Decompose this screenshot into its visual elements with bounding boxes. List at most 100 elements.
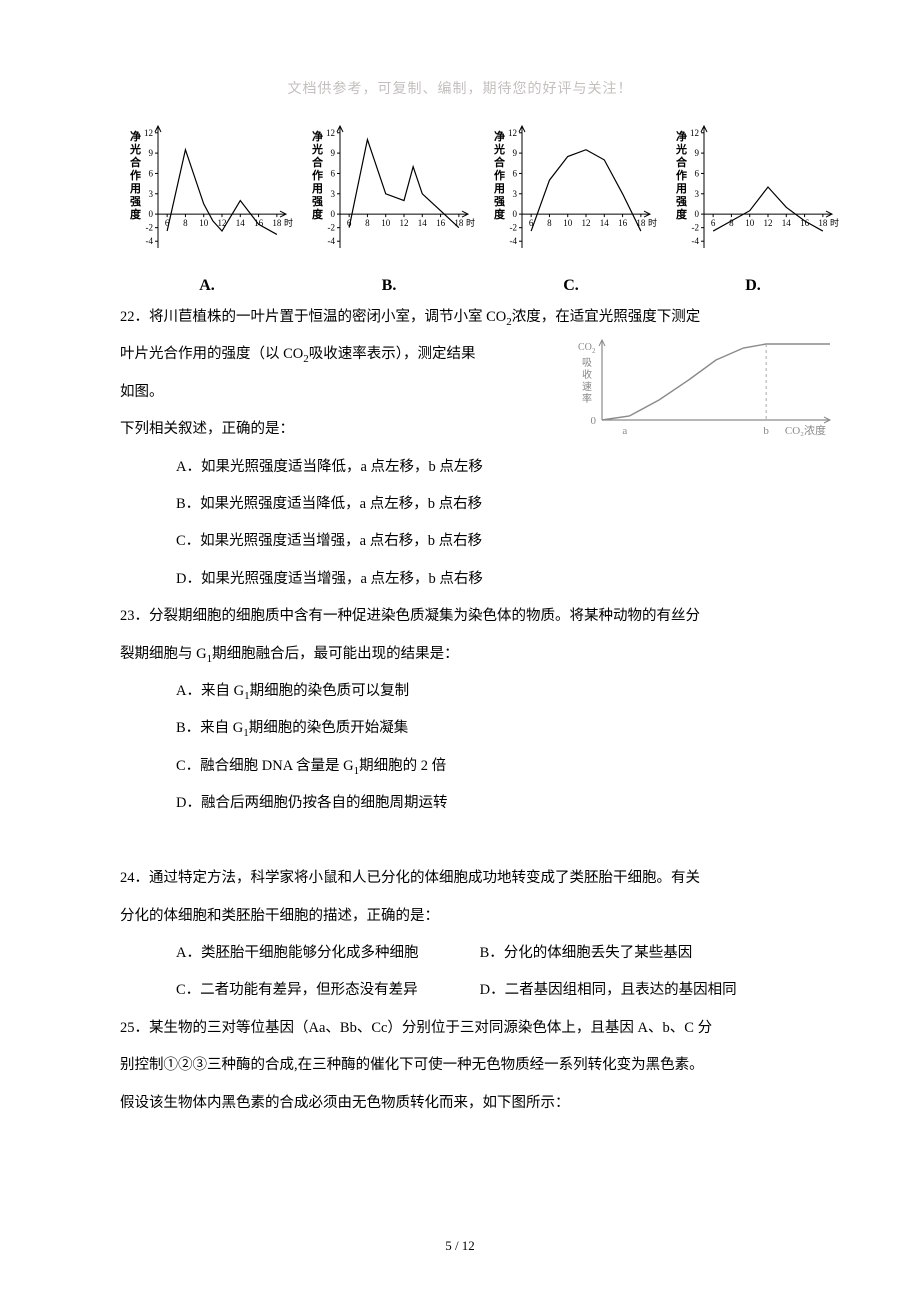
q23-stem-l2a: 裂期细胞与 G xyxy=(120,646,207,662)
svg-text:-4: -4 xyxy=(510,236,518,246)
q22-stem-l2b: 吸收速率表示），测定结果 xyxy=(309,346,476,362)
chart-b-svg: -4-2036912681012141618时净光合作用强度 xyxy=(302,118,476,268)
svg-text:度: 度 xyxy=(130,207,142,221)
q24-opt-a: A．类胚胎干细胞能够分化成多种细胞 xyxy=(176,935,476,972)
svg-text:14: 14 xyxy=(782,218,792,228)
svg-text:6: 6 xyxy=(513,168,518,178)
q24-row1: A．类胚胎干细胞能够分化成多种细胞 B．分化的体细胞丢失了某些基因 xyxy=(120,935,840,972)
svg-text:-2: -2 xyxy=(692,223,700,233)
svg-text:作: 作 xyxy=(130,168,141,182)
svg-text:12: 12 xyxy=(326,128,335,138)
q23-opt-b-a: B．来自 G xyxy=(176,720,243,736)
svg-text:度: 度 xyxy=(676,207,688,221)
svg-text:度: 度 xyxy=(494,207,506,221)
svg-text:用: 用 xyxy=(312,182,323,195)
chart-a-svg: -4-2036912681012141618时净光合作用强度 xyxy=(120,118,294,268)
svg-text:16: 16 xyxy=(436,218,446,228)
q24-opt-d: D．二者基因组相同，且表达的基因相同 xyxy=(480,982,737,998)
q22-float-chart: 0CO2吸收速率abCO₂浓度 xyxy=(560,332,840,457)
chart-b-label: B. xyxy=(302,277,476,295)
q23-opt-a-b: 期细胞的染色质可以复制 xyxy=(250,683,410,699)
svg-text:9: 9 xyxy=(695,148,700,158)
q22-opt-c: C．如果光照强度适当增强，a 点右移，b 点右移 xyxy=(120,523,840,560)
q24-opt-c: C．二者功能有差异，但形态没有差异 xyxy=(176,972,476,1009)
svg-text:0: 0 xyxy=(513,209,518,219)
chart-c: -4-2036912681012141618时净光合作用强度 C. xyxy=(484,118,658,295)
q23-stem-l1: 23．分裂期细胞的细胞质中含有一种促进染色质凝集为染色体的物质。将某种动物的有丝… xyxy=(120,598,840,635)
q24-row2: C．二者功能有差异，但形态没有差异 D．二者基因组相同，且表达的基因相同 xyxy=(120,972,840,1009)
q22-stem-l2a: 叶片光合作用的强度（以 CO xyxy=(120,346,303,362)
svg-text:0: 0 xyxy=(695,209,700,219)
svg-text:3: 3 xyxy=(695,189,700,199)
svg-text:8: 8 xyxy=(365,218,370,228)
svg-text:18: 18 xyxy=(454,218,464,228)
q23-opt-c: C．融合细胞 DNA 含量是 G1期细胞的 2 倍 xyxy=(120,748,840,785)
svg-text:8: 8 xyxy=(183,218,188,228)
q22-opt-d: D．如果光照强度适当增强，a 点左移，b 点右移 xyxy=(120,561,840,598)
header-note: 文档供参考，可复制、编制，期待您的好评与关注！ xyxy=(0,78,920,98)
svg-text:9: 9 xyxy=(513,148,518,158)
svg-text:3: 3 xyxy=(149,189,154,199)
q22-stem-l1: 22．将川苣植株的一叶片置于恒温的密闭小室，调节小室 CO2浓度，在适宜光照强度… xyxy=(120,299,840,336)
q24-stem-l1: 24．通过特定方法，科学家将小鼠和人已分化的体细胞成功地转变成了类胚胎干细胞。有… xyxy=(120,860,840,897)
svg-text:14: 14 xyxy=(418,218,428,228)
page-content: -4-2036912681012141618时净光合作用强度 A. -4-203… xyxy=(120,118,840,1122)
svg-text:a: a xyxy=(622,425,627,437)
chart-d: -4-2036912681012141618时净光合作用强度 D. xyxy=(666,118,840,295)
svg-text:时: 时 xyxy=(648,217,657,228)
svg-text:12: 12 xyxy=(400,218,409,228)
q23-stem-l2b: 期细胞融合后，最可能出现的结果是： xyxy=(212,646,459,662)
svg-text:12: 12 xyxy=(690,128,699,138)
svg-text:3: 3 xyxy=(331,189,336,199)
svg-text:时: 时 xyxy=(466,217,475,228)
svg-text:光: 光 xyxy=(311,142,323,156)
q22-stem-l1a: 22．将川苣植株的一叶片置于恒温的密闭小室，调节小室 CO xyxy=(120,309,506,325)
svg-text:18: 18 xyxy=(272,218,282,228)
svg-text:率: 率 xyxy=(582,392,592,405)
svg-text:12: 12 xyxy=(764,218,773,228)
svg-text:合: 合 xyxy=(130,155,142,169)
blank-line xyxy=(120,823,840,860)
chart-c-svg: -4-2036912681012141618时净光合作用强度 xyxy=(484,118,658,268)
svg-text:净: 净 xyxy=(312,129,323,143)
svg-text:0: 0 xyxy=(331,209,336,219)
svg-text:b: b xyxy=(763,425,769,437)
svg-text:0: 0 xyxy=(591,415,597,427)
svg-text:12: 12 xyxy=(144,128,153,138)
svg-text:6: 6 xyxy=(695,168,700,178)
svg-text:光: 光 xyxy=(675,142,687,156)
svg-text:6: 6 xyxy=(149,168,154,178)
svg-text:强: 强 xyxy=(676,195,687,208)
svg-text:-4: -4 xyxy=(146,236,154,246)
svg-text:3: 3 xyxy=(513,189,518,199)
svg-text:6: 6 xyxy=(331,168,336,178)
svg-text:吸: 吸 xyxy=(582,358,592,369)
q22-float-chart-svg: 0CO2吸收速率abCO₂浓度 xyxy=(560,332,840,442)
chart-a-label: A. xyxy=(120,277,294,295)
svg-text:合: 合 xyxy=(312,155,324,169)
svg-text:净: 净 xyxy=(676,129,687,143)
charts-row: -4-2036912681012141618时净光合作用强度 A. -4-203… xyxy=(120,118,840,295)
svg-text:光: 光 xyxy=(493,142,505,156)
svg-text:光: 光 xyxy=(129,142,141,156)
svg-text:时: 时 xyxy=(830,217,839,228)
svg-text:强: 强 xyxy=(130,195,141,208)
svg-text:0: 0 xyxy=(149,209,154,219)
svg-text:10: 10 xyxy=(381,218,391,228)
svg-text:用: 用 xyxy=(676,182,687,195)
q23-opt-d: D．融合后两细胞仍按各自的细胞周期运转 xyxy=(120,785,840,822)
svg-text:合: 合 xyxy=(676,155,688,169)
svg-text:作: 作 xyxy=(312,168,323,182)
svg-text:6: 6 xyxy=(711,218,716,228)
svg-text:净: 净 xyxy=(130,129,141,143)
svg-text:时: 时 xyxy=(284,217,293,228)
q25-stem-l3: 假设该生物体内黑色素的合成必须由无色物质转化而来，如下图所示： xyxy=(120,1085,840,1122)
svg-text:CO: CO xyxy=(578,342,592,353)
svg-text:-4: -4 xyxy=(692,236,700,246)
q23-opt-c-a: C．融合细胞 DNA 含量是 G xyxy=(176,758,354,774)
q22-stem-l1b: 浓度，在适宜光照强度下测定 xyxy=(512,309,701,325)
svg-text:18: 18 xyxy=(818,218,828,228)
svg-text:收: 收 xyxy=(582,368,592,381)
q24-opt-b: B．分化的体细胞丢失了某些基因 xyxy=(480,945,693,961)
svg-text:用: 用 xyxy=(494,182,505,195)
